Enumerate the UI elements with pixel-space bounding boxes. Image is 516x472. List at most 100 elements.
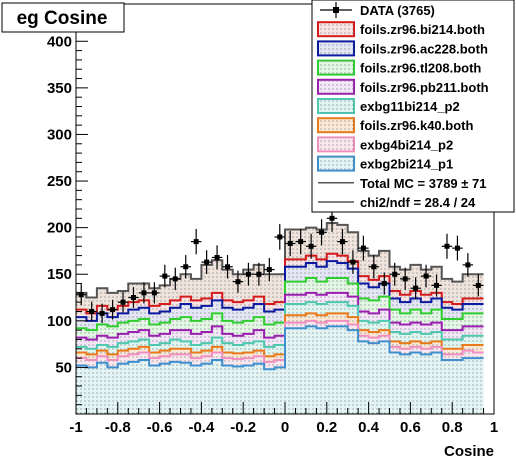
x-tick-label: -0.2 (230, 419, 256, 436)
x-tick-label: -0.8 (105, 419, 131, 436)
x-tick-label: 0.2 (316, 419, 337, 436)
y-tick-label: 350 (47, 80, 72, 97)
data-point (138, 282, 150, 304)
data-point-marker (329, 215, 335, 221)
y-tick-label: 300 (47, 126, 72, 143)
data-point (473, 274, 484, 297)
series-line-exbg2bi214-p1 (76, 325, 484, 371)
data-point (159, 264, 171, 288)
data-point-marker (475, 282, 481, 288)
data-point-marker (162, 273, 168, 279)
data-point (295, 228, 306, 255)
data-points-layer (76, 204, 484, 324)
data-point-marker (89, 309, 95, 314)
data-point (117, 291, 129, 313)
chart-title: eg Cosine (17, 8, 108, 29)
data-point-marker (245, 271, 251, 277)
legend-entry: exbg4bi214_p2 (317, 136, 453, 153)
x-axis-title: Cosine (444, 443, 494, 460)
series-line-foils-zr96-ac228-both (76, 260, 484, 322)
data-point-marker (298, 239, 304, 245)
series-line-exbg11bi214-p2 (76, 301, 484, 350)
data-point (211, 245, 223, 270)
data-point (452, 235, 463, 261)
data-point (441, 233, 453, 259)
data-point (316, 219, 327, 246)
axes-layer: -1 -0.8 -0.6 -0.4 -0.2 0 0.2 0.4 0.6 0.8 150100150… (47, 3, 498, 436)
data-point (347, 250, 359, 275)
data-point-marker (381, 281, 387, 287)
legend-label: foils.zr96.ac228.both (360, 41, 488, 56)
data-point (190, 228, 202, 255)
data-point (389, 262, 400, 286)
data-point-marker (193, 239, 199, 245)
data-point (431, 274, 442, 297)
x-tick-label: 0.8 (442, 419, 463, 436)
legend-label: exbg11bi214_p2 (360, 99, 460, 114)
data-point (201, 250, 212, 275)
legend-swatch-pattern (318, 137, 354, 152)
data-point (180, 255, 191, 279)
x-tick-label: -0.4 (188, 419, 215, 436)
chart-title-box: eg Cosine (1, 2, 125, 33)
data-point-marker (465, 262, 471, 268)
series-line-total-mc (76, 221, 484, 299)
legend-label: foils.zr96.tl208.both (360, 61, 481, 76)
data-point-marker (225, 264, 231, 270)
data-point-marker (423, 273, 429, 279)
data-point-marker (120, 299, 126, 305)
legend-label: foils.zr96.pb211.both (360, 80, 489, 95)
data-point-marker (214, 254, 220, 260)
data-point-marker (308, 243, 314, 249)
legend-entry: exbg2bi214_p1 (317, 155, 453, 172)
legend-entry: exbg11bi214_p2 (317, 98, 460, 114)
data-point-marker (235, 279, 241, 285)
data-point-marker (99, 310, 105, 316)
data-point (410, 277, 421, 300)
data-point-marker (266, 267, 272, 273)
data-point-marker (319, 229, 325, 235)
data-point-marker (339, 239, 345, 245)
legend-label: foils.zr96.bi214.both (360, 22, 485, 37)
legend-swatch-pattern (318, 99, 354, 113)
data-point-marker (454, 245, 460, 251)
series-line-foils-zr96-k40-both (76, 312, 484, 358)
data-point (399, 267, 411, 291)
data-point (305, 233, 317, 259)
x-tick-label: 0.6 (400, 419, 421, 436)
data-point-marker (392, 271, 398, 277)
data-point (379, 272, 390, 295)
data-point (368, 255, 380, 279)
data-point-marker (256, 271, 262, 277)
legend-label: exbg4bi214_p2 (360, 137, 453, 152)
chart-title-frame (1, 2, 125, 33)
data-point (232, 270, 244, 293)
data-point-marker (277, 234, 283, 240)
y-tick-label: 50 (55, 359, 72, 376)
data-point (96, 303, 108, 324)
data-point (285, 230, 296, 257)
data-point (128, 287, 139, 308)
legend-swatch-pattern (318, 156, 354, 171)
data-point-marker (141, 290, 147, 296)
y-tick-label: 100 (47, 313, 72, 330)
legend-entry: DATA (3765) (320, 2, 435, 18)
series-line-foils-zr96-tl208-both (76, 276, 484, 332)
data-point-marker (350, 259, 356, 265)
series-exbg2bi214-p1 (76, 325, 484, 414)
data-point (107, 299, 118, 320)
x-tick-label: 1 (490, 419, 498, 436)
data-point-marker (434, 282, 440, 288)
legend-label: foils.zr96.k40.both (360, 118, 473, 133)
data-point-marker (360, 245, 366, 251)
legend-entry: foils.zr96.tl208.both (317, 59, 481, 76)
legend-entry: foils.zr96.bi214.both (317, 21, 485, 38)
data-point (420, 264, 432, 288)
data-point (149, 282, 160, 304)
y-tick-label: 200 (47, 220, 72, 237)
legend-label: chi2/ndf = 28.4 / 24 (360, 195, 476, 210)
data-point-marker (287, 240, 293, 246)
legend-marker (333, 7, 339, 13)
legend-entry: Total MC = 3789 ± 71 (318, 176, 486, 191)
legend: DATA (3765) foils.zr96.bi214.both foils.zr… (311, 0, 515, 213)
